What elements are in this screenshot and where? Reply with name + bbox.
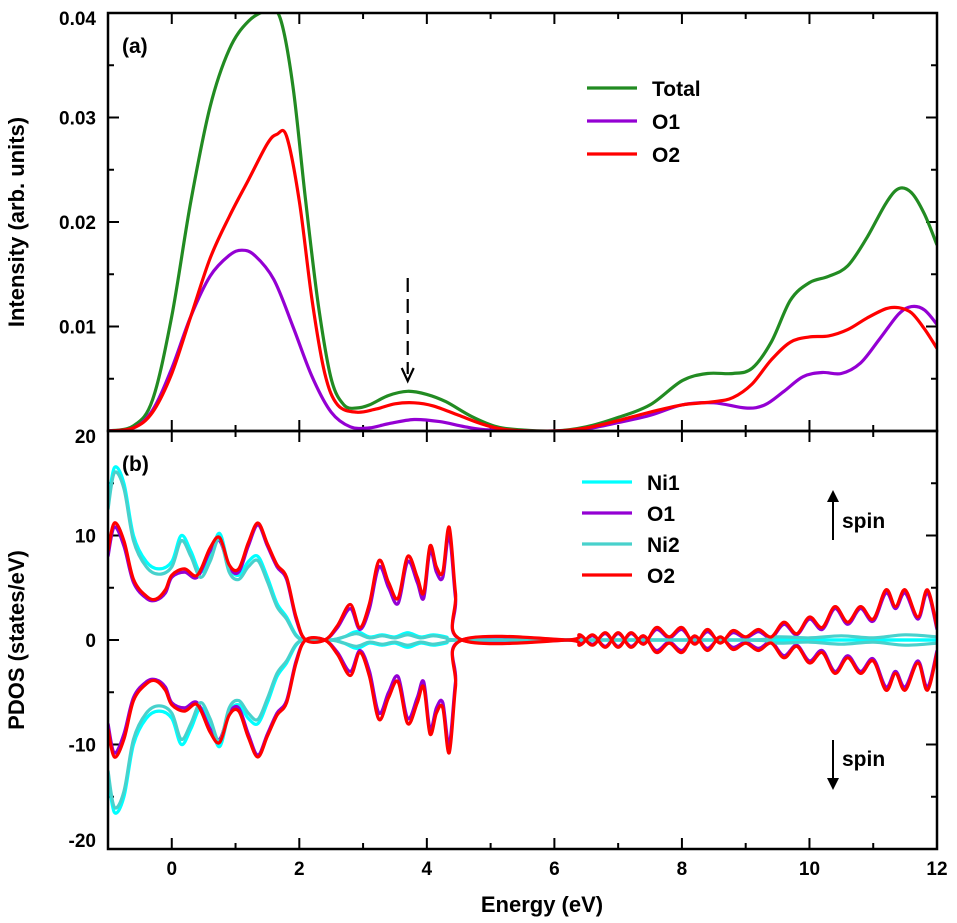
x-tick-label: 0 [166,859,177,880]
series-line-o1 [108,248,937,431]
y-tick-label: 0 [85,631,96,652]
spin-up-label: spin [842,510,885,533]
legend-label-o1: O1 [647,503,675,526]
annotation-arrow-head [400,367,415,384]
panel-a: 0.01 0.02 0.03 0.04 (a) Total O1 O2 [59,9,939,433]
x-tick-label: 10 [799,859,820,880]
series-line-o2-up [108,521,937,649]
panel-label: (a) [122,35,148,58]
y-tick-label: -10 [69,736,96,757]
panel-b: 0 2 4 6 8 10 12 -20 -10 0 10 20 (b) Ni1 O1 Ni2 O2 spin spi… [69,427,948,880]
x-tick-label: 8 [677,859,688,880]
series-line-total [108,13,937,431]
y-tick-label: 0.04 [59,9,96,30]
x-tick-label: 12 [926,859,947,880]
legend-label-ni2: Ni2 [647,534,680,557]
y-tick-label: 20 [75,427,96,448]
spin-down-arrow-head [827,778,839,790]
y-tick-label: 0.02 [59,213,96,234]
spin-down-label: spin [842,748,885,771]
y-tick-label: 0.01 [59,318,96,339]
legend-label-total: Total [652,78,701,101]
series-line-o1-down [108,632,937,757]
series-line-o1-up [108,523,937,648]
y-tick-label: -20 [69,831,96,852]
y-axis-title-b: PDOS (states/eV) [4,550,29,730]
panel-label: (b) [122,453,149,476]
y-tick-label: 10 [75,527,96,548]
legend-label-ni1: Ni1 [647,472,680,495]
x-tick-label: 4 [422,859,433,880]
legend-label-o2: O2 [652,144,680,167]
plot-frame [106,429,939,851]
y-axis-title-a: Intensity (arb. units) [4,117,29,327]
plot-frame [106,11,939,433]
x-tick-label: 2 [294,859,305,880]
x-axis-title: Energy (eV) [481,892,603,917]
series-line-o2-down [108,631,937,759]
series-line-ni1-down [108,637,937,815]
series-line-ni1-up [108,465,937,643]
y-tick-label: 0.03 [59,109,96,130]
series-line-o2 [108,128,937,431]
spin-up-arrow-head [827,490,839,502]
legend-label-o1: O1 [652,111,680,134]
x-tick-label: 6 [549,859,560,880]
legend-label-o2: O2 [647,565,675,588]
